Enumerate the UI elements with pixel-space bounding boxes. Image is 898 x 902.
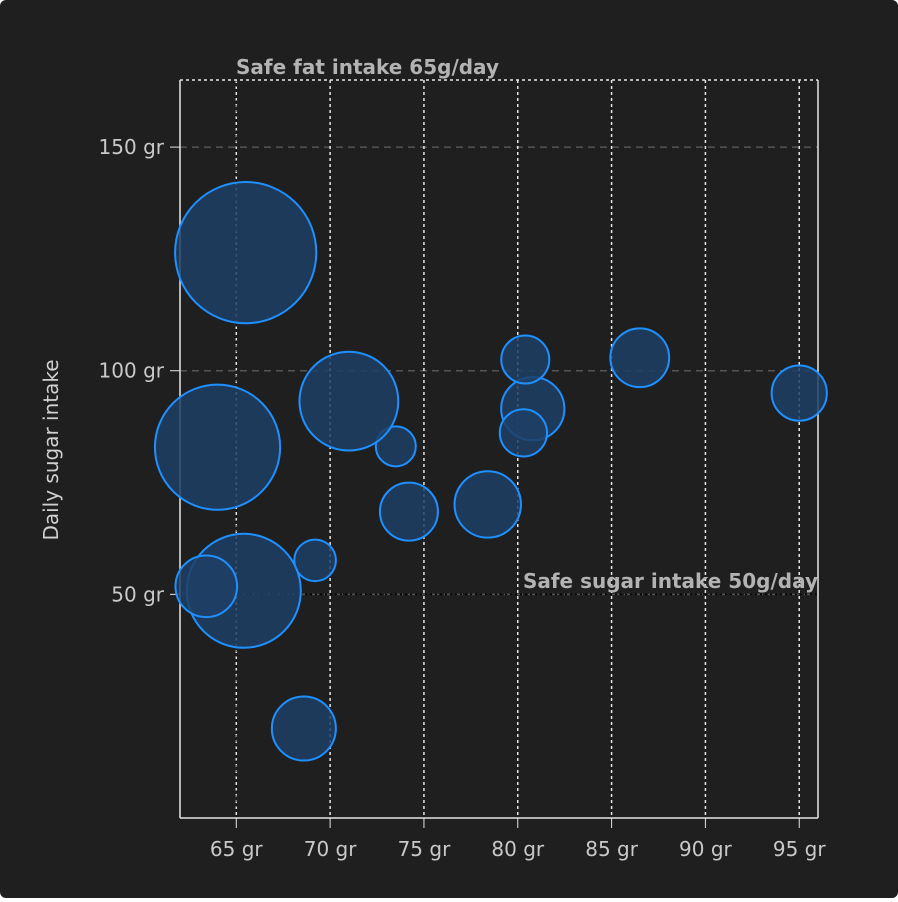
- bubble-point: [270, 695, 337, 762]
- bubble-point: [609, 327, 671, 389]
- x-tick-label: 90 gr: [679, 837, 733, 861]
- x-tick-label: 80 gr: [491, 837, 545, 861]
- safe-fat-intake-label: Safe fat intake 65g/day: [236, 55, 499, 79]
- bubble-layer: [153, 181, 828, 762]
- bubble-point: [374, 425, 417, 468]
- x-tick-label: 95 gr: [773, 837, 827, 861]
- bubble-point: [174, 181, 318, 325]
- x-tick-label: 85 gr: [585, 837, 639, 861]
- safe-sugar-intake-label: Safe sugar intake 50g/day: [523, 569, 818, 593]
- bubble-point: [770, 364, 828, 422]
- bubble-point: [293, 538, 337, 583]
- label-layer: Daily sugar intake Safe fat intake 65g/d…: [39, 55, 826, 861]
- bubble-point: [498, 408, 548, 458]
- bubble-point: [453, 470, 522, 539]
- bubble-point: [378, 481, 439, 542]
- y-tick-label: 150 gr: [99, 135, 165, 159]
- bubble-point: [500, 334, 551, 385]
- y-tick-label: 50 gr: [111, 582, 165, 606]
- bubble-point: [174, 554, 239, 619]
- x-tick-label: 75 gr: [398, 837, 452, 861]
- x-tick-label: 65 gr: [210, 837, 264, 861]
- x-tick-label: 70 gr: [304, 837, 358, 861]
- y-axis-title: Daily sugar intake: [39, 359, 63, 540]
- bubble-point: [298, 350, 400, 452]
- y-tick-label: 100 gr: [99, 359, 165, 383]
- bubble-point: [153, 383, 282, 511]
